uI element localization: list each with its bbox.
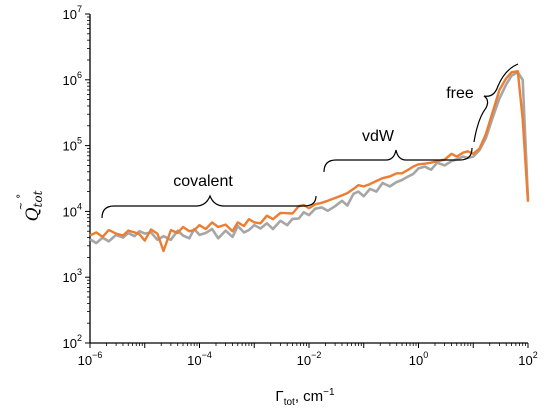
- y-axis-label-sub: tot: [31, 190, 45, 207]
- annotation-vdw: vdW: [323, 128, 473, 173]
- x-tick-label: 102: [518, 350, 537, 368]
- plot-area: [89, 14, 528, 344]
- y-tick-label: 107: [63, 4, 82, 22]
- series-layer: [89, 69, 530, 253]
- series-line-1: [89, 71, 530, 245]
- y-tick-label: 105: [63, 136, 82, 154]
- y-axis: 102 103 104 105 106 107: [63, 4, 90, 351]
- y-axis-title: Qtot ~ °: [16, 190, 45, 221]
- brace-covalent: [101, 194, 317, 219]
- x-axis: 10−6 10−4 10−2 100 102: [78, 343, 538, 368]
- y-tick-label: 103: [63, 267, 82, 285]
- annotation-covalent: covalent: [101, 173, 317, 219]
- y-tick-label: 102: [63, 333, 82, 351]
- brace-vdw: [323, 147, 473, 173]
- annotation-free: free: [446, 63, 519, 143]
- y-tick-label: 104: [63, 201, 82, 219]
- x-axis-title: Γtot, cm−1: [275, 387, 335, 408]
- y-axis-label-accent: ~ °: [16, 194, 27, 211]
- x-tick-label: 100: [409, 350, 428, 368]
- annotation-label-free: free: [446, 85, 474, 102]
- annotation-label-vdw: vdW: [362, 128, 395, 145]
- brace-free: [473, 63, 519, 143]
- x-axis-label-sup: −1: [323, 387, 335, 398]
- x-axis-label: Γtot, cm−1: [275, 387, 335, 408]
- annotation-label-covalent: covalent: [173, 173, 233, 190]
- x-tick-label: 10−2: [297, 350, 322, 368]
- x-tick-label: 10−4: [187, 350, 212, 368]
- y-tick-label: 106: [63, 70, 82, 88]
- x-axis-label-sub: tot: [284, 397, 295, 408]
- x-tick-label: 10−6: [78, 350, 103, 368]
- series-line-2: [89, 69, 530, 253]
